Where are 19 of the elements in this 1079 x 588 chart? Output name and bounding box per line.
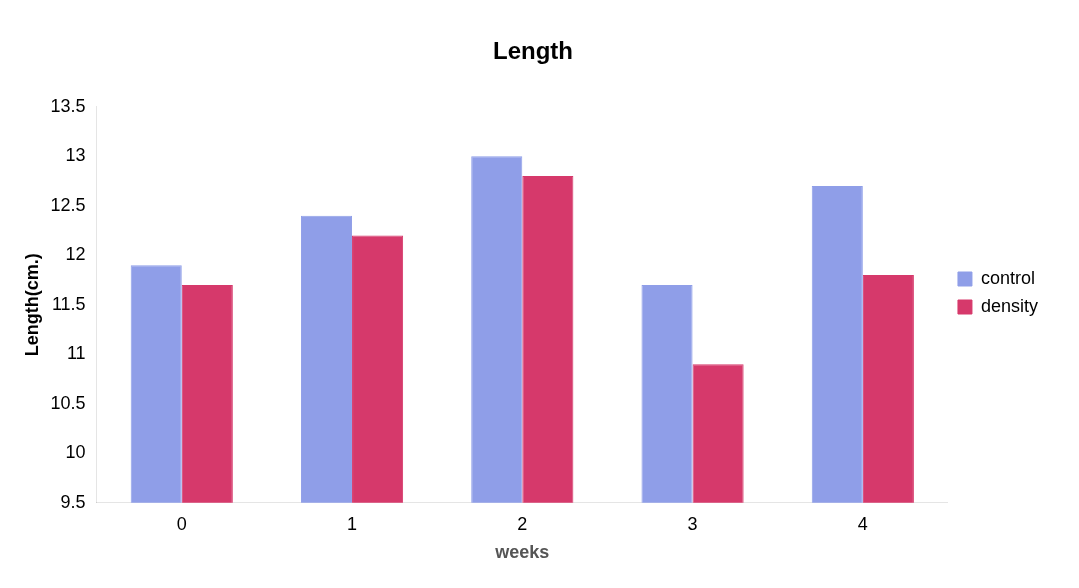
chart-title: Length — [493, 37, 573, 65]
y-tick-label: 9.5 — [60, 491, 86, 512]
y-tick-label: 12.5 — [50, 194, 86, 215]
y-tick-label: 13 — [65, 145, 86, 166]
y-tick-label: 12 — [65, 244, 86, 265]
x-axis-title: weeks — [494, 542, 550, 563]
x-tick-label: 3 — [687, 513, 698, 534]
y-axis-title: Length(cm.) — [21, 253, 42, 357]
x-tick-label: 2 — [517, 513, 528, 534]
y-tick-label: 11.5 — [51, 293, 86, 314]
y-tick-label: 10 — [65, 442, 86, 463]
legend-label: control — [980, 267, 1035, 288]
x-tick-label: 4 — [857, 513, 868, 534]
y-tick-label: 11 — [66, 343, 86, 364]
x-tick-label: 1 — [347, 513, 358, 534]
y-tick-label: 10.5 — [50, 392, 86, 413]
legend-label: density — [980, 295, 1039, 316]
x-tick-label: 0 — [176, 513, 187, 534]
y-tick-label: 13.5 — [50, 95, 86, 116]
